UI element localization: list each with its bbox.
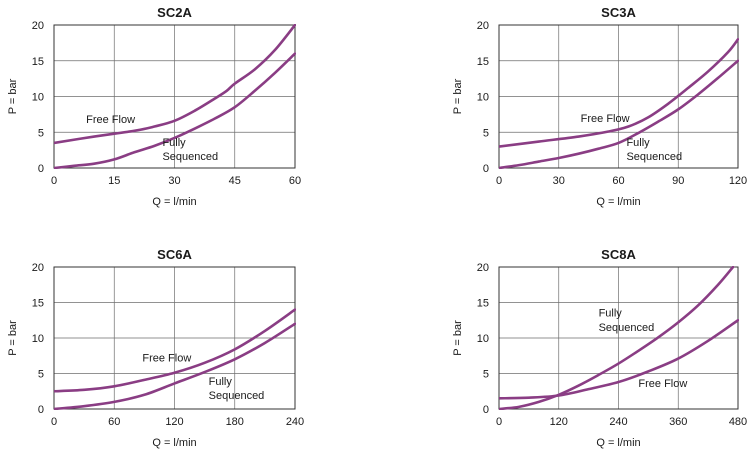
chart-sc2a: SC2A 0 15 30 45 60 0 5 10 15 20 Q = l/min P = bar Fre… [7,5,301,208]
chart-sc3a-ylabel: P = bar [452,78,464,114]
chart-sc6a-ytick-20: 20 [32,262,44,274]
chart-sc3a-curve-fully-sequenced [499,59,739,169]
chart-sc3a-curve-free-flow [499,38,739,148]
chart-sc2a-curve-fully-sequenced [54,52,296,169]
chart-sc2a-ytick-0: 0 [38,163,44,175]
chart-sc3a-ytick-15: 15 [477,56,489,68]
chart-sc6a-curve-free-flow [54,308,296,393]
chart-sc6a-xtick-60: 60 [108,416,120,428]
chart-sc6a-ytick-10: 10 [32,333,44,345]
chart-sc3a-xtick-90: 90 [672,175,684,187]
chart-sc8a-annotation-free-flow-2: Free Flow [638,378,687,390]
chart-sc8a-ylabel: P = bar [452,320,464,356]
chart-sc2a-title: SC2A [157,5,192,20]
chart-sc6a-annotation-sequenced-2: Sequenced [209,390,265,402]
chart-sc6a-xtick-240: 240 [286,416,304,428]
chart-sc2a-annotation-fully-1: Fully [162,137,186,149]
chart-sc3a-xtick-120: 120 [729,175,747,187]
chart-sc3a-ytick-10: 10 [477,92,489,104]
chart-sc6a-xtick-0: 0 [51,416,57,428]
chart-sc3a-annotation-sequenced-2: Sequenced [626,151,682,163]
chart-sc8a-annotation-fully-0: Fully [599,308,623,320]
chart-sc2a-ylabel: P = bar [7,78,19,114]
chart-sc8a-plot-frame [498,266,739,410]
chart-sc8a-xlabel: Q = l/min [596,437,640,449]
chart-sc3a-xlabel: Q = l/min [596,196,640,208]
chart-sc2a-plot-frame [53,24,296,169]
chart-sc6a-plot-frame [53,266,296,410]
chart-sc2a-ytick-5: 5 [38,127,44,139]
chart-sc8a-curve-fully-sequenced [499,266,735,410]
chart-sc6a-ytick-5: 5 [38,369,44,381]
chart-sc8a-xtick-240: 240 [609,416,627,428]
chart-sc2a-xtick-15: 15 [108,175,120,187]
chart-sc6a-ylabel: P = bar [7,320,19,356]
chart-sc6a-xlabel: Q = l/min [152,437,196,449]
chart-sc3a-xtick-30: 30 [553,175,565,187]
chart-sc3a-annotation-fully-1: Fully [626,137,650,149]
chart-sc2a-xtick-30: 30 [168,175,180,187]
chart-sc3a: SC3A 0 30 60 90 120 0 5 10 15 20 Q = l/min P = bar Fr… [452,5,747,208]
chart-sc2a-xlabel: Q = l/min [152,196,196,208]
chart-sc8a-title: SC8A [601,247,636,262]
chart-sc8a-ytick-15: 15 [477,298,489,310]
chart-sc8a-ytick-10: 10 [477,333,489,345]
chart-sc8a-xtick-0: 0 [496,416,502,428]
chart-sc2a-annotation-sequenced-2: Sequenced [162,151,218,163]
chart-sc6a-xtick-180: 180 [226,416,244,428]
chart-sc8a-ytick-20: 20 [477,262,489,274]
chart-sc6a: SC6A 0 60 120 180 240 0 5 10 15 20 Q = l/min P = bar… [7,247,304,449]
chart-sc8a-annotation-sequenced-1: Sequenced [599,322,655,334]
chart-sc8a-xtick-480: 480 [729,416,747,428]
chart-sc3a-xtick-60: 60 [612,175,624,187]
chart-sc8a-ytick-5: 5 [483,369,489,381]
chart-sc6a-xtick-120: 120 [165,416,183,428]
chart-sc2a-xtick-45: 45 [229,175,241,187]
chart-sc8a-xtick-120: 120 [550,416,568,428]
chart-sc2a-annotation-free-flow-0: Free Flow [86,114,135,126]
chart-sc6a-annotation-free-flow-0: Free Flow [142,352,191,364]
chart-sc6a-annotation-fully-1: Fully [209,376,233,388]
chart-sc3a-xtick-0: 0 [496,175,502,187]
chart-sc8a: SC8A 0 120 240 360 480 0 5 10 15 20 Q = l/min P = ba… [452,247,747,449]
chart-sc6a-title: SC6A [157,247,192,262]
chart-sc2a-curve-free-flow [54,24,296,145]
chart-sc8a-xtick-360: 360 [669,416,687,428]
chart-sc2a-xtick-60: 60 [289,175,301,187]
chart-sc3a-ytick-20: 20 [477,20,489,32]
chart-sc3a-ytick-0: 0 [483,163,489,175]
chart-sc3a-ytick-5: 5 [483,127,489,139]
chart-sc8a-ytick-0: 0 [483,404,489,416]
chart-sc3a-title: SC3A [601,5,636,20]
chart-sc2a-xtick-0: 0 [51,175,57,187]
chart-sc6a-ytick-15: 15 [32,298,44,310]
chart-sc3a-plot-frame [498,24,739,169]
chart-sc3a-annotation-free-flow-0: Free Flow [581,113,630,125]
chart-sc6a-ytick-0: 0 [38,404,44,416]
chart-sc8a-curve-free-flow [499,318,739,400]
chart-sc2a-ytick-20: 20 [32,20,44,32]
chart-sc6a-curve-fully-sequenced [54,322,296,410]
chart-sc2a-ytick-15: 15 [32,56,44,68]
chart-sc2a-ytick-10: 10 [32,92,44,104]
